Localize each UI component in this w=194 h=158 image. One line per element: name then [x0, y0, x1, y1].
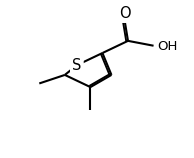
Text: S: S: [72, 58, 81, 73]
Text: OH: OH: [157, 40, 178, 53]
Text: O: O: [119, 6, 131, 21]
